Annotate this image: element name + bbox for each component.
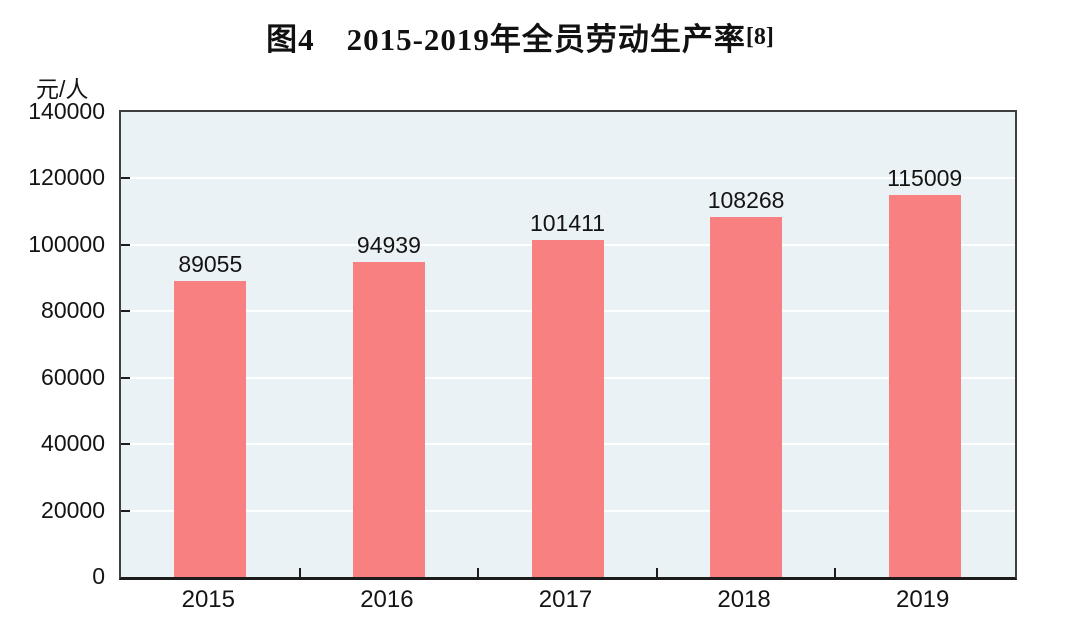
x-axis-tick-label: 2016 bbox=[360, 586, 414, 613]
y-axis-tick-mark bbox=[121, 443, 130, 446]
x-axis-tick-mark bbox=[834, 568, 837, 577]
y-axis-tick-mark bbox=[121, 310, 130, 313]
bar-2016 bbox=[352, 261, 425, 577]
x-axis-tick-mark bbox=[298, 568, 301, 577]
y-axis-tick-mark bbox=[121, 509, 130, 512]
y-axis-tick-mark bbox=[121, 376, 130, 379]
bar-value-label: 101411 bbox=[529, 210, 606, 237]
x-axis-tick-label: 2017 bbox=[538, 586, 593, 613]
y-axis-tick-label: 120000 bbox=[28, 164, 105, 191]
x-axis-tick-labels: 2015 2016 2017 2018 2019 bbox=[119, 586, 1017, 616]
y-axis-tick-label: 100000 bbox=[28, 230, 105, 257]
gridline bbox=[121, 177, 1015, 180]
y-axis-tick-label: 60000 bbox=[41, 363, 105, 390]
y-axis-tick-mark bbox=[121, 243, 130, 246]
y-axis-unit-label: 元/人 bbox=[36, 76, 89, 102]
bar-2018 bbox=[710, 217, 783, 577]
bar-value-label: 89055 bbox=[178, 251, 243, 278]
y-axis-tick-label: 140000 bbox=[28, 98, 105, 124]
y-axis-tick-label: 20000 bbox=[41, 496, 105, 523]
x-axis-tick-label: 2019 bbox=[895, 586, 950, 613]
x-axis-tick-label: 2015 bbox=[181, 586, 235, 613]
bar-value-label: 115009 bbox=[887, 165, 963, 191]
y-axis-tick-labels: 0 20000 40000 60000 80000 100000 120000 140000 bbox=[0, 99, 105, 588]
plot-area: 89055 94939 101411 108268 115009 bbox=[119, 110, 1017, 580]
x-axis-tick-mark bbox=[477, 568, 480, 577]
y-axis-tick-mark bbox=[121, 177, 130, 180]
y-axis-tick-label: 40000 bbox=[41, 430, 105, 457]
bar-value-label: 94939 bbox=[356, 231, 421, 258]
y-axis-tick-label: 80000 bbox=[41, 297, 105, 324]
chart-title: 图4 2015-2019年全员劳动生产率[8] bbox=[0, 14, 1040, 59]
bar-2019 bbox=[888, 195, 961, 577]
bar-value-label: 108268 bbox=[707, 187, 785, 214]
chart-title-text: 图4 2015-2019年全员劳动生产率 bbox=[266, 22, 746, 57]
chart-title-footnote-ref: [8] bbox=[745, 24, 774, 50]
x-axis-tick-mark bbox=[655, 568, 658, 577]
bar-2017 bbox=[531, 240, 604, 577]
x-axis-tick-label: 2018 bbox=[717, 586, 771, 613]
bar-2015 bbox=[174, 281, 247, 577]
y-axis-tick-label: 0 bbox=[92, 563, 105, 589]
